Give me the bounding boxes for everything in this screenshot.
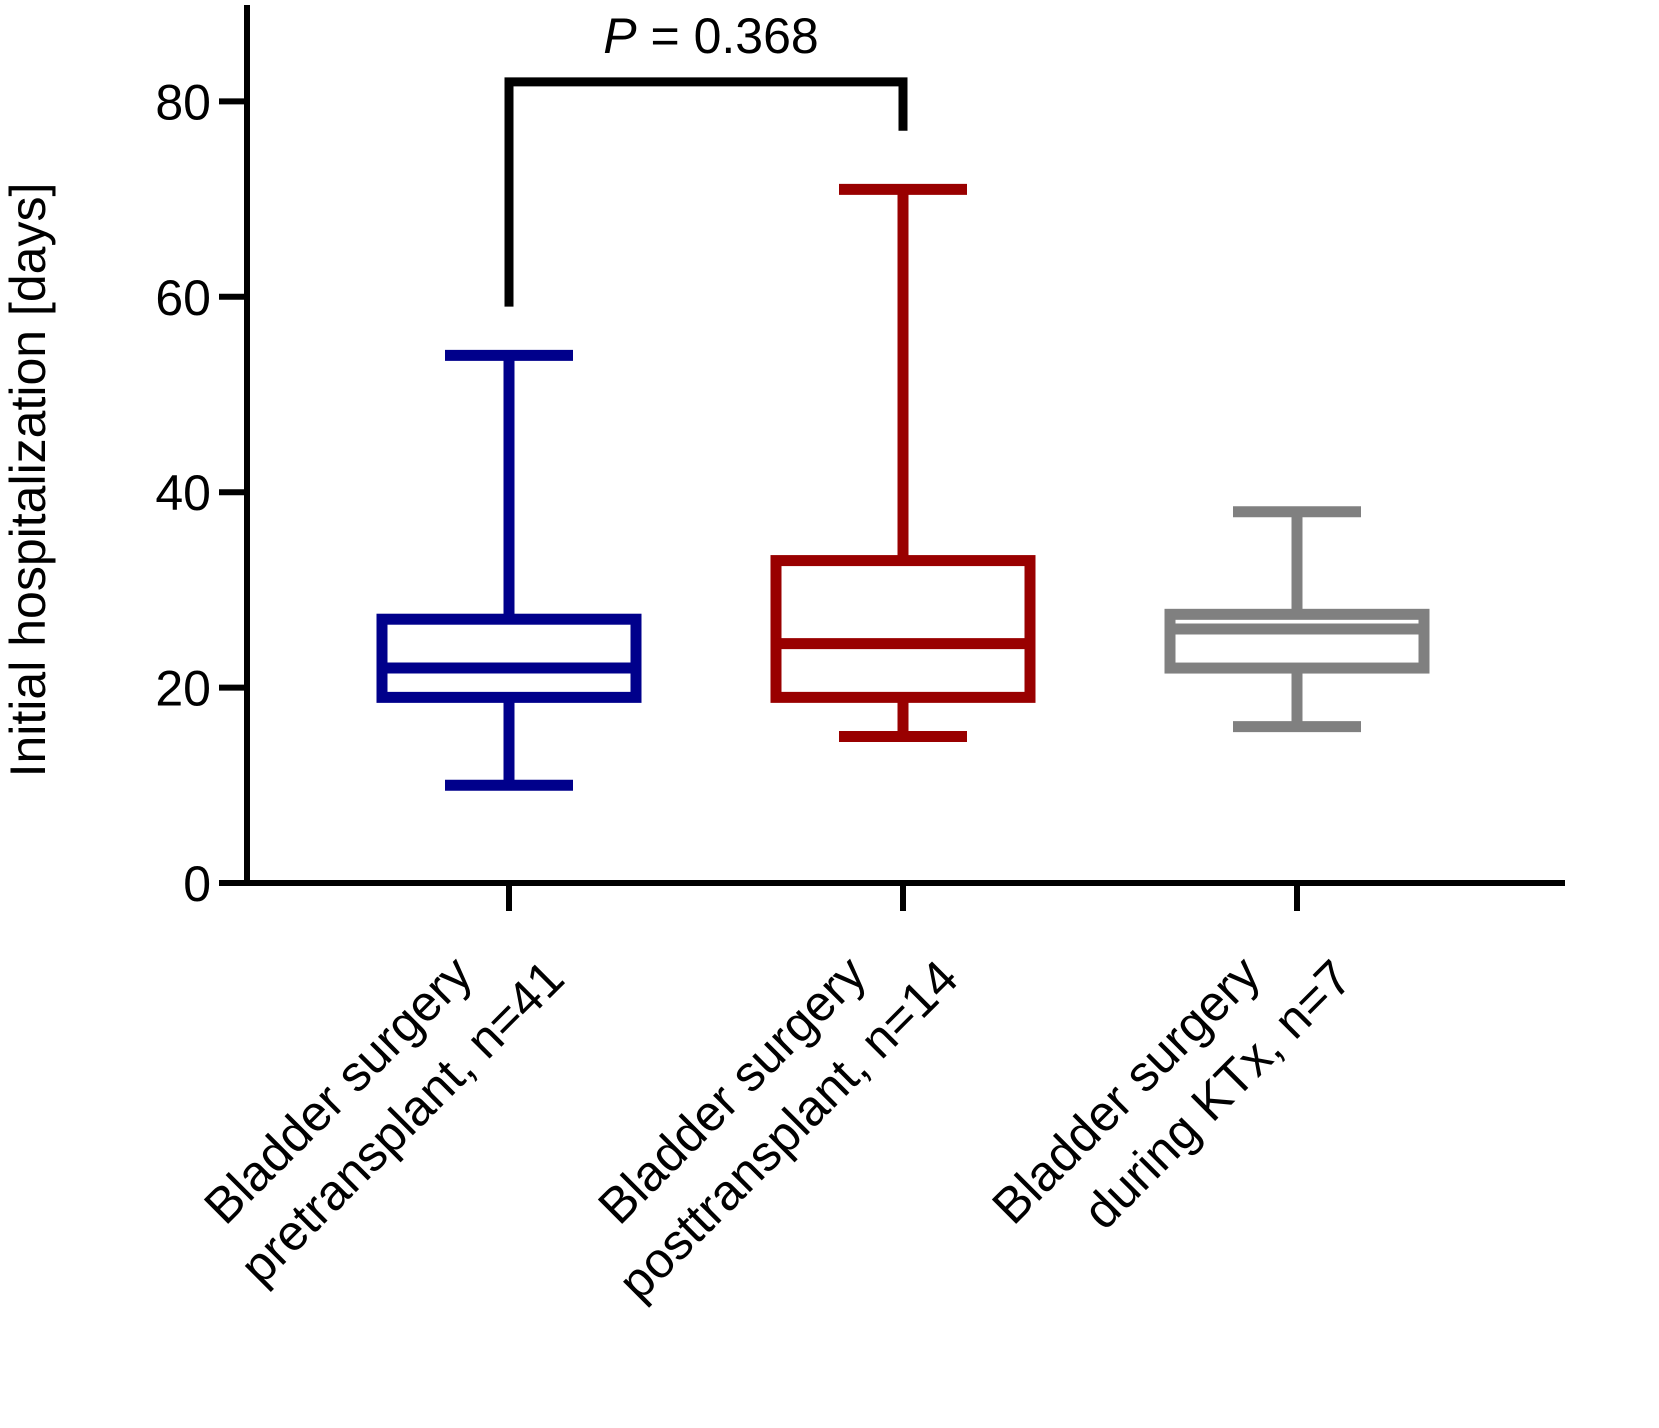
y-axis-label: Initial hospitalization [days] bbox=[0, 183, 56, 778]
box-group: Bladder surgeryposttransplant, n=14 bbox=[559, 183, 1036, 1311]
p-value-italic: P bbox=[603, 8, 637, 64]
x-category-label: Bladder surgeryduring KTx, n=7 bbox=[981, 901, 1362, 1282]
y-tick-label: 0 bbox=[183, 856, 211, 912]
iqr-box bbox=[376, 613, 642, 703]
iqr-box bbox=[1164, 608, 1430, 674]
iqr-box bbox=[770, 555, 1036, 703]
y-tick-label: 80 bbox=[155, 74, 211, 130]
y-tick-label: 20 bbox=[155, 661, 211, 717]
y-tick-label: 40 bbox=[155, 465, 211, 521]
y-tick-label: 60 bbox=[155, 270, 211, 326]
x-category-label: Bladder surgerypretransplant, n=41 bbox=[181, 901, 574, 1294]
x-category-label: Bladder surgeryposttransplant, n=14 bbox=[559, 901, 968, 1310]
p-value-label: P = 0.368 bbox=[603, 8, 818, 64]
significance-bracket bbox=[504, 77, 908, 307]
box-group: Bladder surgeryduring KTx, n=7 bbox=[981, 506, 1430, 1282]
p-value-rest: = 0.368 bbox=[637, 8, 819, 64]
